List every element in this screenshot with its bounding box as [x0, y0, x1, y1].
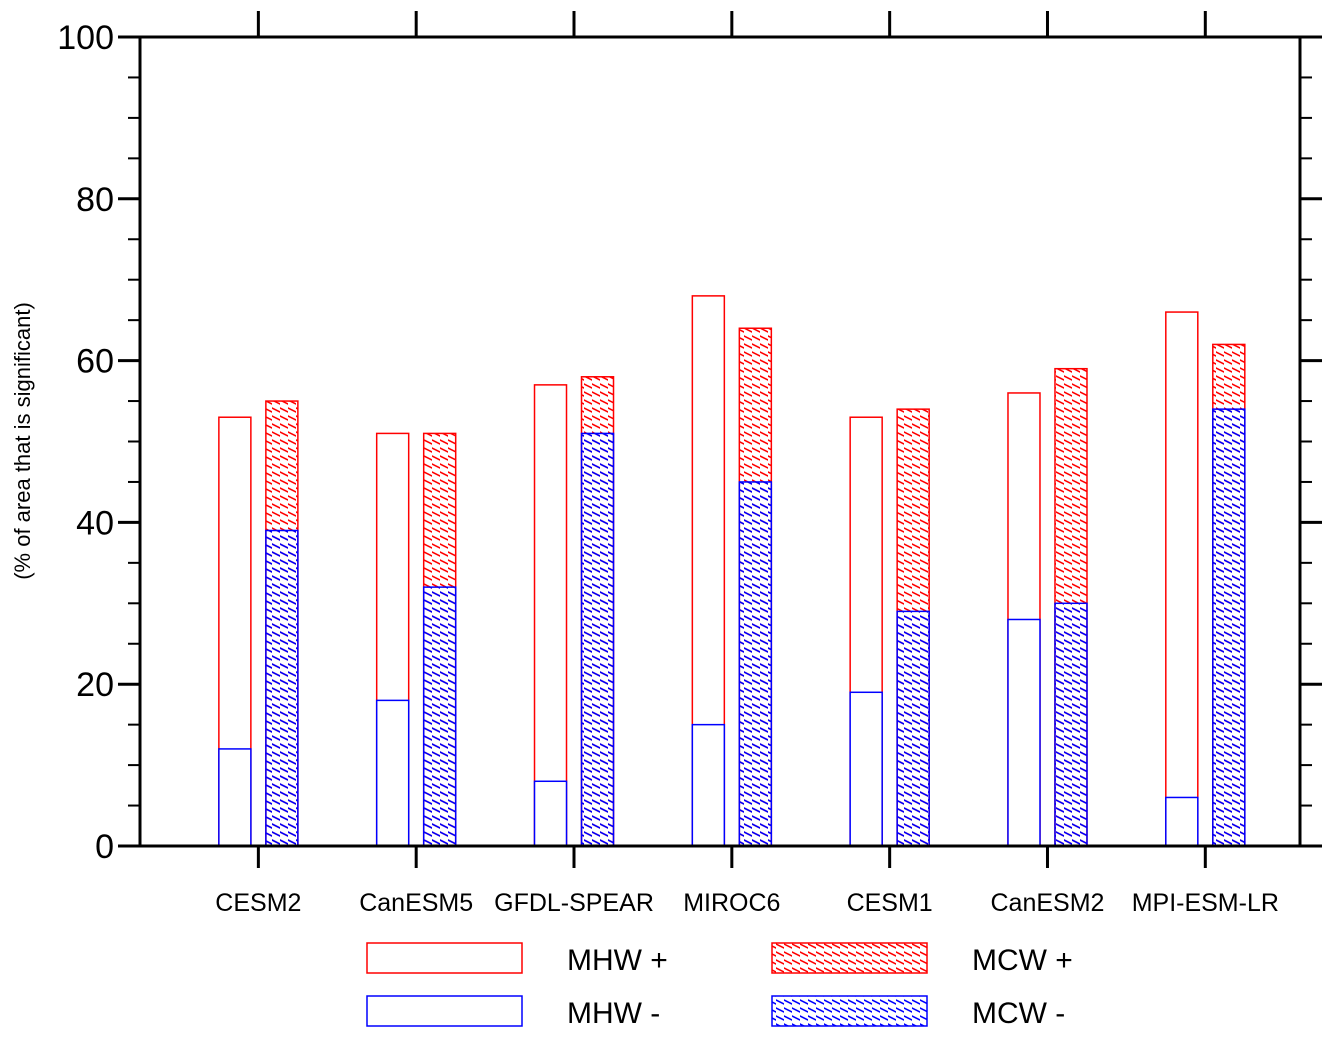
legend-label: MHW + — [567, 944, 668, 977]
bar-mhw-minus-canesm5 — [375, 699, 410, 847]
x-tick-label: CESM2 — [215, 889, 301, 917]
legend-swatch — [771, 942, 928, 974]
y-tick-label: 40 — [76, 504, 114, 542]
y-tick-label: 60 — [76, 343, 114, 381]
legend: MHW + MCW + MHW - MCW - — [366, 942, 1073, 1030]
bar-mhw-plus-gfdl-spear — [533, 384, 568, 847]
x-tick-label: GFDL-SPEAR — [494, 889, 654, 917]
legend-swatch — [366, 942, 523, 974]
bar-mhw-minus-mpi-esm-lr — [1165, 796, 1199, 847]
bar-mcw-minus-gfdl-spear — [580, 432, 615, 847]
bar-mhw-minus-miroc6 — [691, 723, 726, 847]
x-tick-label: CESM1 — [847, 889, 933, 917]
bar-mcw-minus-canesm2 — [1054, 602, 1088, 847]
y-tick-label: 80 — [76, 181, 114, 219]
y-tick-label: 0 — [95, 828, 114, 866]
x-tick-label: MPI-ESM-LR — [1132, 889, 1279, 917]
bar-mcw-minus-cesm1 — [896, 610, 930, 847]
legend-swatch — [771, 995, 928, 1027]
bar-mhw-minus-gfdl-spear — [533, 780, 568, 847]
bar-mcw-minus-canesm5 — [422, 586, 457, 847]
y-axis-label: (% of area that is significant) — [10, 302, 35, 580]
x-tick-label: CanESM5 — [359, 889, 473, 917]
bars-layer — [218, 295, 1246, 847]
legend-swatch — [366, 995, 523, 1027]
legend-label: MCW + — [972, 944, 1073, 977]
bar-mhw-plus-mpi-esm-lr — [1165, 311, 1199, 847]
bar-mcw-minus-mpi-esm-lr — [1212, 408, 1246, 847]
bar-mhw-minus-canesm2 — [1007, 618, 1041, 847]
y-tick-label: 20 — [76, 666, 114, 704]
bar-mhw-minus-cesm2 — [218, 748, 252, 847]
bar-mhw-minus-cesm1 — [849, 691, 883, 847]
axes-layer: 0 20 40 60 80 100 CESM2 CanESM5 GFDL-SPEAR MIROC6… — [57, 11, 1322, 917]
x-tick-label: CanESM2 — [991, 889, 1105, 917]
y-tick-label: 100 — [57, 19, 114, 57]
bar-mcw-minus-miroc6 — [738, 481, 773, 847]
bar-mcw-minus-cesm2 — [265, 529, 299, 847]
legend-label: MHW - — [567, 997, 660, 1030]
x-tick-label: MIROC6 — [683, 889, 780, 917]
legend-label: MCW - — [972, 997, 1065, 1030]
